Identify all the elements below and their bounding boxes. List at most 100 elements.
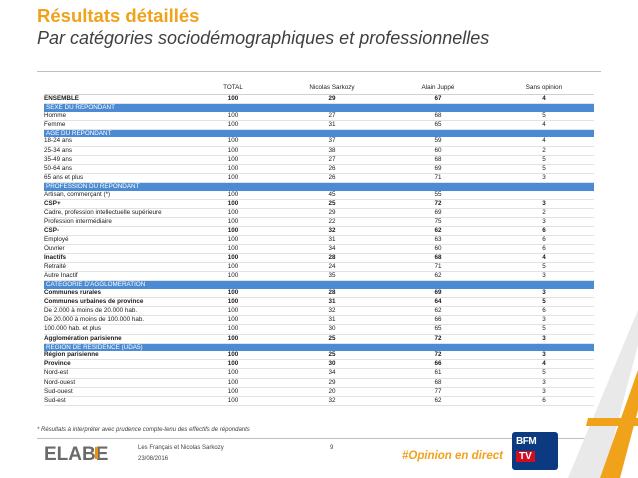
table-row: CSP+ 100 25 72 3 bbox=[44, 199, 594, 209]
cell-sans-opinion: 5 bbox=[494, 368, 594, 379]
row-label: 35-49 ans bbox=[44, 155, 184, 165]
row-label: CSP- bbox=[44, 226, 184, 237]
row-label: Cadre, profession intellectuelle supérie… bbox=[44, 208, 184, 218]
cell-sans-opinion: 5 bbox=[494, 262, 594, 273]
cell-total: 100 bbox=[184, 217, 282, 227]
cell-sarkozy: 26 bbox=[282, 164, 382, 174]
cell-sans-opinion: 5 bbox=[494, 324, 594, 335]
cell-sarkozy: 37 bbox=[282, 137, 382, 147]
cell-sans-opinion: 4 bbox=[494, 137, 594, 147]
elabe-logo-wordmark: ELABE bbox=[44, 444, 108, 463]
cell-sarkozy: 31 bbox=[282, 297, 382, 308]
cell-juppe: 60 bbox=[382, 244, 494, 255]
cell-sans-opinion: 2 bbox=[494, 208, 594, 218]
cell-total: 100 bbox=[184, 120, 282, 130]
cell-sarkozy: 29 bbox=[282, 378, 382, 388]
row-label: De 20.000 à moins de 100.000 hab. bbox=[44, 315, 184, 326]
row-label: Profession intermédiaire bbox=[44, 217, 184, 227]
cell-juppe: 62 bbox=[382, 271, 494, 282]
cell-sans-opinion: 3 bbox=[494, 315, 594, 326]
table-row: 50-64 ans 100 26 69 5 bbox=[44, 164, 594, 174]
cell-sans-opinion: 5 bbox=[494, 155, 594, 165]
cell-juppe: 67 bbox=[382, 94, 494, 105]
row-label: Inactifs bbox=[44, 253, 184, 264]
footer-subject: Les Français et Nicolas Sarkozy bbox=[138, 445, 224, 451]
cell-sarkozy: 20 bbox=[282, 387, 382, 397]
table-row: Cadre, profession intellectuelle supérie… bbox=[44, 208, 594, 218]
cell-juppe: 62 bbox=[382, 396, 494, 406]
cell-total: 100 bbox=[184, 315, 282, 326]
row-label: Artisan, commerçant (*) bbox=[44, 190, 184, 200]
cell-total: 100 bbox=[184, 164, 282, 174]
cell-total: 100 bbox=[184, 226, 282, 237]
cell-sarkozy: 28 bbox=[282, 289, 382, 299]
cell-juppe: 55 bbox=[382, 190, 494, 200]
title-divider bbox=[37, 71, 601, 72]
cell-juppe: 66 bbox=[382, 359, 494, 370]
cell-total: 100 bbox=[184, 208, 282, 218]
cell-sans-opinion: 6 bbox=[494, 235, 594, 246]
cell-sans-opinion: 3 bbox=[494, 334, 594, 344]
table-body: ENSEMBLE 100 29 67 4 SEXE DU REPONDANT Homme 10… bbox=[44, 94, 594, 406]
table-row: 35-49 ans 100 27 68 5 bbox=[44, 155, 594, 165]
row-label: Province bbox=[44, 359, 184, 370]
cell-juppe: 72 bbox=[382, 199, 494, 209]
row-label: Sud-est bbox=[44, 396, 184, 406]
cell-juppe: 65 bbox=[382, 324, 494, 335]
page-number: 9 bbox=[330, 445, 334, 451]
row-label: Femme bbox=[44, 120, 184, 130]
table-row: Communes rurales 100 28 69 3 bbox=[44, 289, 594, 299]
table-row: Employé 100 31 63 6 bbox=[44, 235, 594, 246]
section-header-label: PROFESSION DU REPONDANT bbox=[44, 182, 594, 191]
page-title: Résultats détaillés bbox=[37, 5, 200, 26]
table-row: 65 ans et plus 100 26 71 3 bbox=[44, 173, 594, 183]
section-header-label: CATEGORIE D'AGGLOMERATION bbox=[44, 280, 594, 290]
cell-sarkozy: 32 bbox=[282, 306, 382, 317]
row-label: 18-24 ans bbox=[44, 137, 184, 147]
cell-juppe: 68 bbox=[382, 253, 494, 264]
table-row: 18-24 ans 100 37 59 4 bbox=[44, 137, 594, 147]
cell-juppe: 59 bbox=[382, 137, 494, 147]
row-label: Agglomération parisienne bbox=[44, 334, 184, 344]
row-label: Communes urbaines de province bbox=[44, 297, 184, 308]
cell-sarkozy: 27 bbox=[282, 155, 382, 165]
cell-juppe: 77 bbox=[382, 387, 494, 397]
row-label: Communes rurales bbox=[44, 289, 184, 299]
cell-sans-opinion: 4 bbox=[494, 359, 594, 370]
footnote: * Résultats à interpréter avec prudence … bbox=[37, 427, 250, 433]
cell-juppe: 64 bbox=[382, 297, 494, 308]
column-header-total: TOTAL bbox=[184, 82, 282, 95]
table-row: Profession intermédiaire 100 22 75 3 bbox=[44, 217, 594, 227]
section-header-row: PROFESSION DU REPONDANT bbox=[44, 182, 594, 191]
results-table: TOTAL Nicolas Sarkozy Alain Juppé Sans o… bbox=[44, 82, 594, 406]
cell-total: 100 bbox=[184, 146, 282, 156]
cell-total: 100 bbox=[184, 94, 282, 105]
cell-sarkozy: 35 bbox=[282, 271, 382, 282]
hashtag: #Opinion en direct bbox=[402, 450, 503, 462]
cell-total: 100 bbox=[184, 253, 282, 264]
deco-shape-grey bbox=[568, 310, 638, 478]
cell-total: 100 bbox=[184, 155, 282, 165]
column-header-sans-opinion: Sans opinion bbox=[494, 82, 594, 95]
cell-total: 100 bbox=[184, 396, 282, 406]
table-row: De 2.000 à moins de 20.000 hab. 100 32 62 6 bbox=[44, 306, 594, 317]
table-row: Ouvrier 100 34 60 6 bbox=[44, 244, 594, 255]
cell-sarkozy: 29 bbox=[282, 94, 382, 105]
cell-sans-opinion: 3 bbox=[494, 351, 594, 361]
row-label: De 2.000 à moins de 20.000 hab. bbox=[44, 306, 184, 317]
table-row: Province 100 30 66 4 bbox=[44, 359, 594, 370]
cell-sans-opinion: 6 bbox=[494, 244, 594, 255]
column-header-sarkozy: Nicolas Sarkozy bbox=[282, 82, 382, 95]
cell-sans-opinion: 5 bbox=[494, 111, 594, 121]
cell-sarkozy: 25 bbox=[282, 334, 382, 344]
table-row: Autre Inactif 100 35 62 3 bbox=[44, 271, 594, 282]
cell-juppe: 66 bbox=[382, 315, 494, 326]
table-row: 100.000 hab. et plus 100 30 65 5 bbox=[44, 324, 594, 335]
cell-juppe: 61 bbox=[382, 368, 494, 379]
row-label: Nord-ouest bbox=[44, 378, 184, 388]
table-row: Sud-ouest 100 20 77 3 bbox=[44, 387, 594, 397]
section-header-row: CATEGORIE D'AGGLOMERATION bbox=[44, 280, 594, 290]
cell-total: 100 bbox=[184, 271, 282, 282]
cell-sans-opinion: 3 bbox=[494, 199, 594, 209]
cell-sans-opinion: 5 bbox=[494, 297, 594, 308]
